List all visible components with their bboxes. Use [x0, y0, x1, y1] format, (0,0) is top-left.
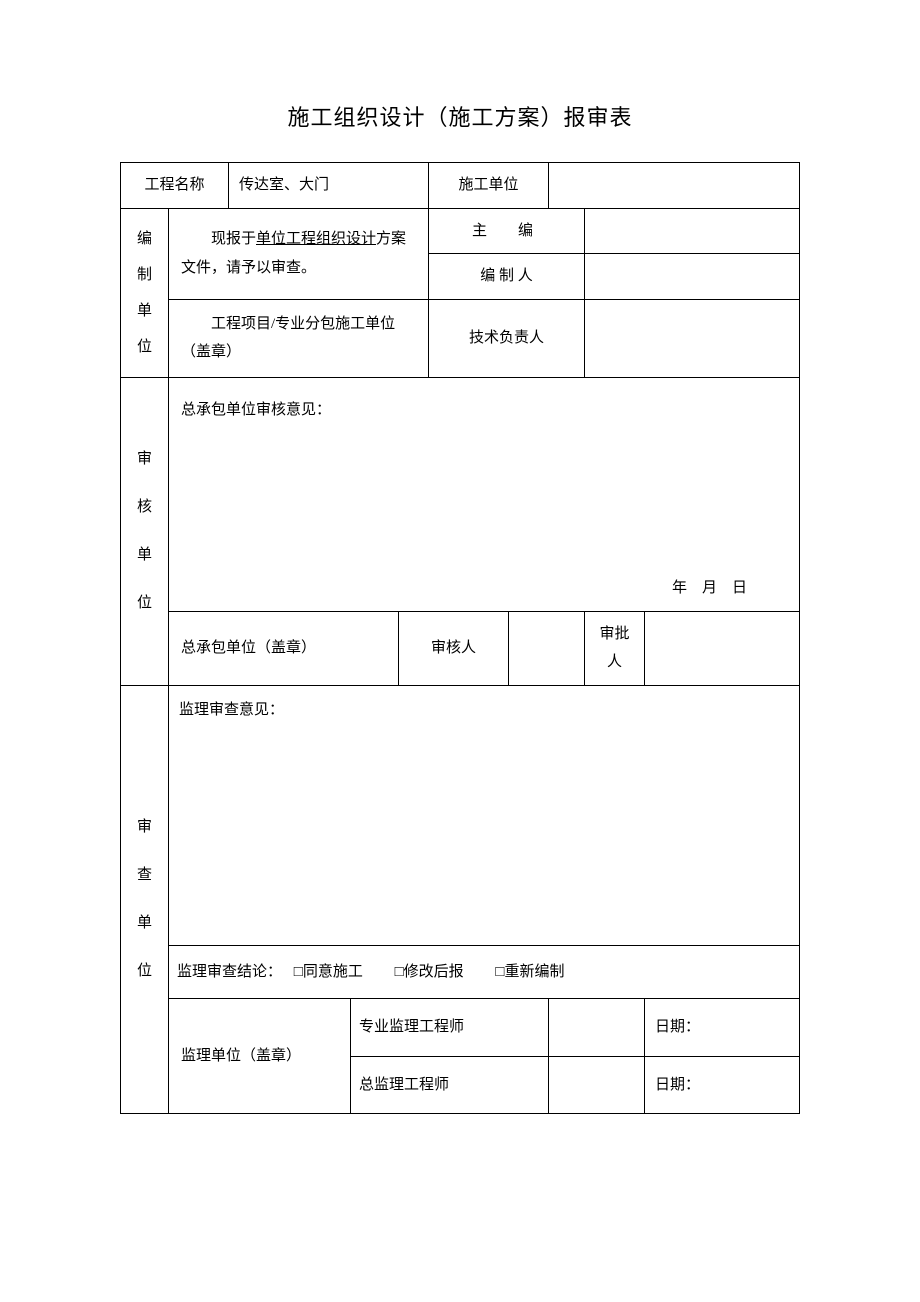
label-date-1: 日期： — [645, 999, 800, 1057]
form-title: 施工组织设计（施工方案）报审表 — [120, 100, 800, 132]
label-construction-unit: 施工单位 — [429, 163, 549, 209]
cell-subcontract-stamp: 工程项目/专业分包施工单位（盖章） — [169, 299, 429, 377]
value-approver — [645, 611, 800, 685]
cell-review-opinion: 总承包单位审核意见： 年 月 日 — [169, 377, 800, 611]
row-project: 工程名称 传达室、大门 施工单位 — [121, 163, 800, 209]
checkbox-redo[interactable]: □重新编制 — [495, 958, 564, 987]
row-inspect-sign1: 监理单位（盖章） 专业监理工程师 日期： — [121, 999, 800, 1057]
row-review-sign: 总承包单位（盖章） 审核人 审批人 — [121, 611, 800, 685]
vlabel-compile: 编制单位 — [121, 208, 169, 377]
value-chief-editor — [585, 208, 800, 254]
row-review-opinion: 审核单位 总承包单位审核意见： 年 月 日 — [121, 377, 800, 611]
checkbox-agree[interactable]: □同意施工 — [294, 958, 363, 987]
row-inspect-conclusion: 监理审查结论： □同意施工 □修改后报 □重新编制 — [121, 945, 800, 999]
label-compiler: 编 制 人 — [429, 254, 585, 300]
report-prefix: 现报于 — [211, 231, 256, 247]
value-chief-engineer — [549, 1056, 645, 1114]
vlabel-inspect: 审查单位 — [121, 685, 169, 1114]
label-tech-leader: 技术负责人 — [429, 299, 585, 377]
report-underlined: 单位工程组织设计 — [256, 231, 376, 247]
label-chief-engineer: 总监理工程师 — [351, 1056, 549, 1114]
conclusion-label: 监理审查结论： — [177, 964, 282, 980]
value-construction-unit — [549, 163, 800, 209]
row-compile-1: 编制单位 现报于单位工程组织设计方案文件，请予以审查。 主 编 — [121, 208, 800, 254]
label-contractor-stamp: 总承包单位（盖章） — [169, 611, 399, 685]
value-pro-engineer — [549, 999, 645, 1057]
label-reviewer: 审核人 — [399, 611, 509, 685]
review-date-line: 年 月 日 — [181, 574, 787, 603]
cell-report-text: 现报于单位工程组织设计方案文件，请予以审查。 — [169, 208, 429, 299]
label-date-2: 日期： — [645, 1056, 800, 1114]
label-approver: 审批人 — [585, 611, 645, 685]
vlabel-review-text: 审核单位 — [137, 451, 152, 611]
cell-inspect-opinion: 监理审查意见： — [169, 685, 800, 945]
vlabel-inspect-text: 审查单位 — [137, 819, 152, 979]
inspect-opinion-label: 监理审查意见： — [179, 696, 789, 725]
value-project-name: 传达室、大门 — [229, 163, 429, 209]
vlabel-review: 审核单位 — [121, 377, 169, 685]
cell-inspect-conclusion: 监理审查结论： □同意施工 □修改后报 □重新编制 — [169, 945, 800, 999]
value-tech-leader — [585, 299, 800, 377]
row-inspect-opinion: 审查单位 监理审查意见： — [121, 685, 800, 945]
review-opinion-label: 总承包单位审核意见： — [181, 396, 787, 425]
label-chief-editor: 主 编 — [429, 208, 585, 254]
label-project-name: 工程名称 — [121, 163, 229, 209]
vlabel-compile-text: 编制单位 — [137, 231, 152, 355]
row-compile-3: 工程项目/专业分包施工单位（盖章） 技术负责人 — [121, 299, 800, 377]
label-supervision-stamp: 监理单位（盖章） — [169, 999, 351, 1114]
value-reviewer — [509, 611, 585, 685]
checkbox-revise[interactable]: □修改后报 — [395, 958, 464, 987]
value-compiler — [585, 254, 800, 300]
label-pro-engineer: 专业监理工程师 — [351, 999, 549, 1057]
form-table: 工程名称 传达室、大门 施工单位 编制单位 现报于单位工程组织设计方案文件，请予… — [120, 162, 800, 1114]
